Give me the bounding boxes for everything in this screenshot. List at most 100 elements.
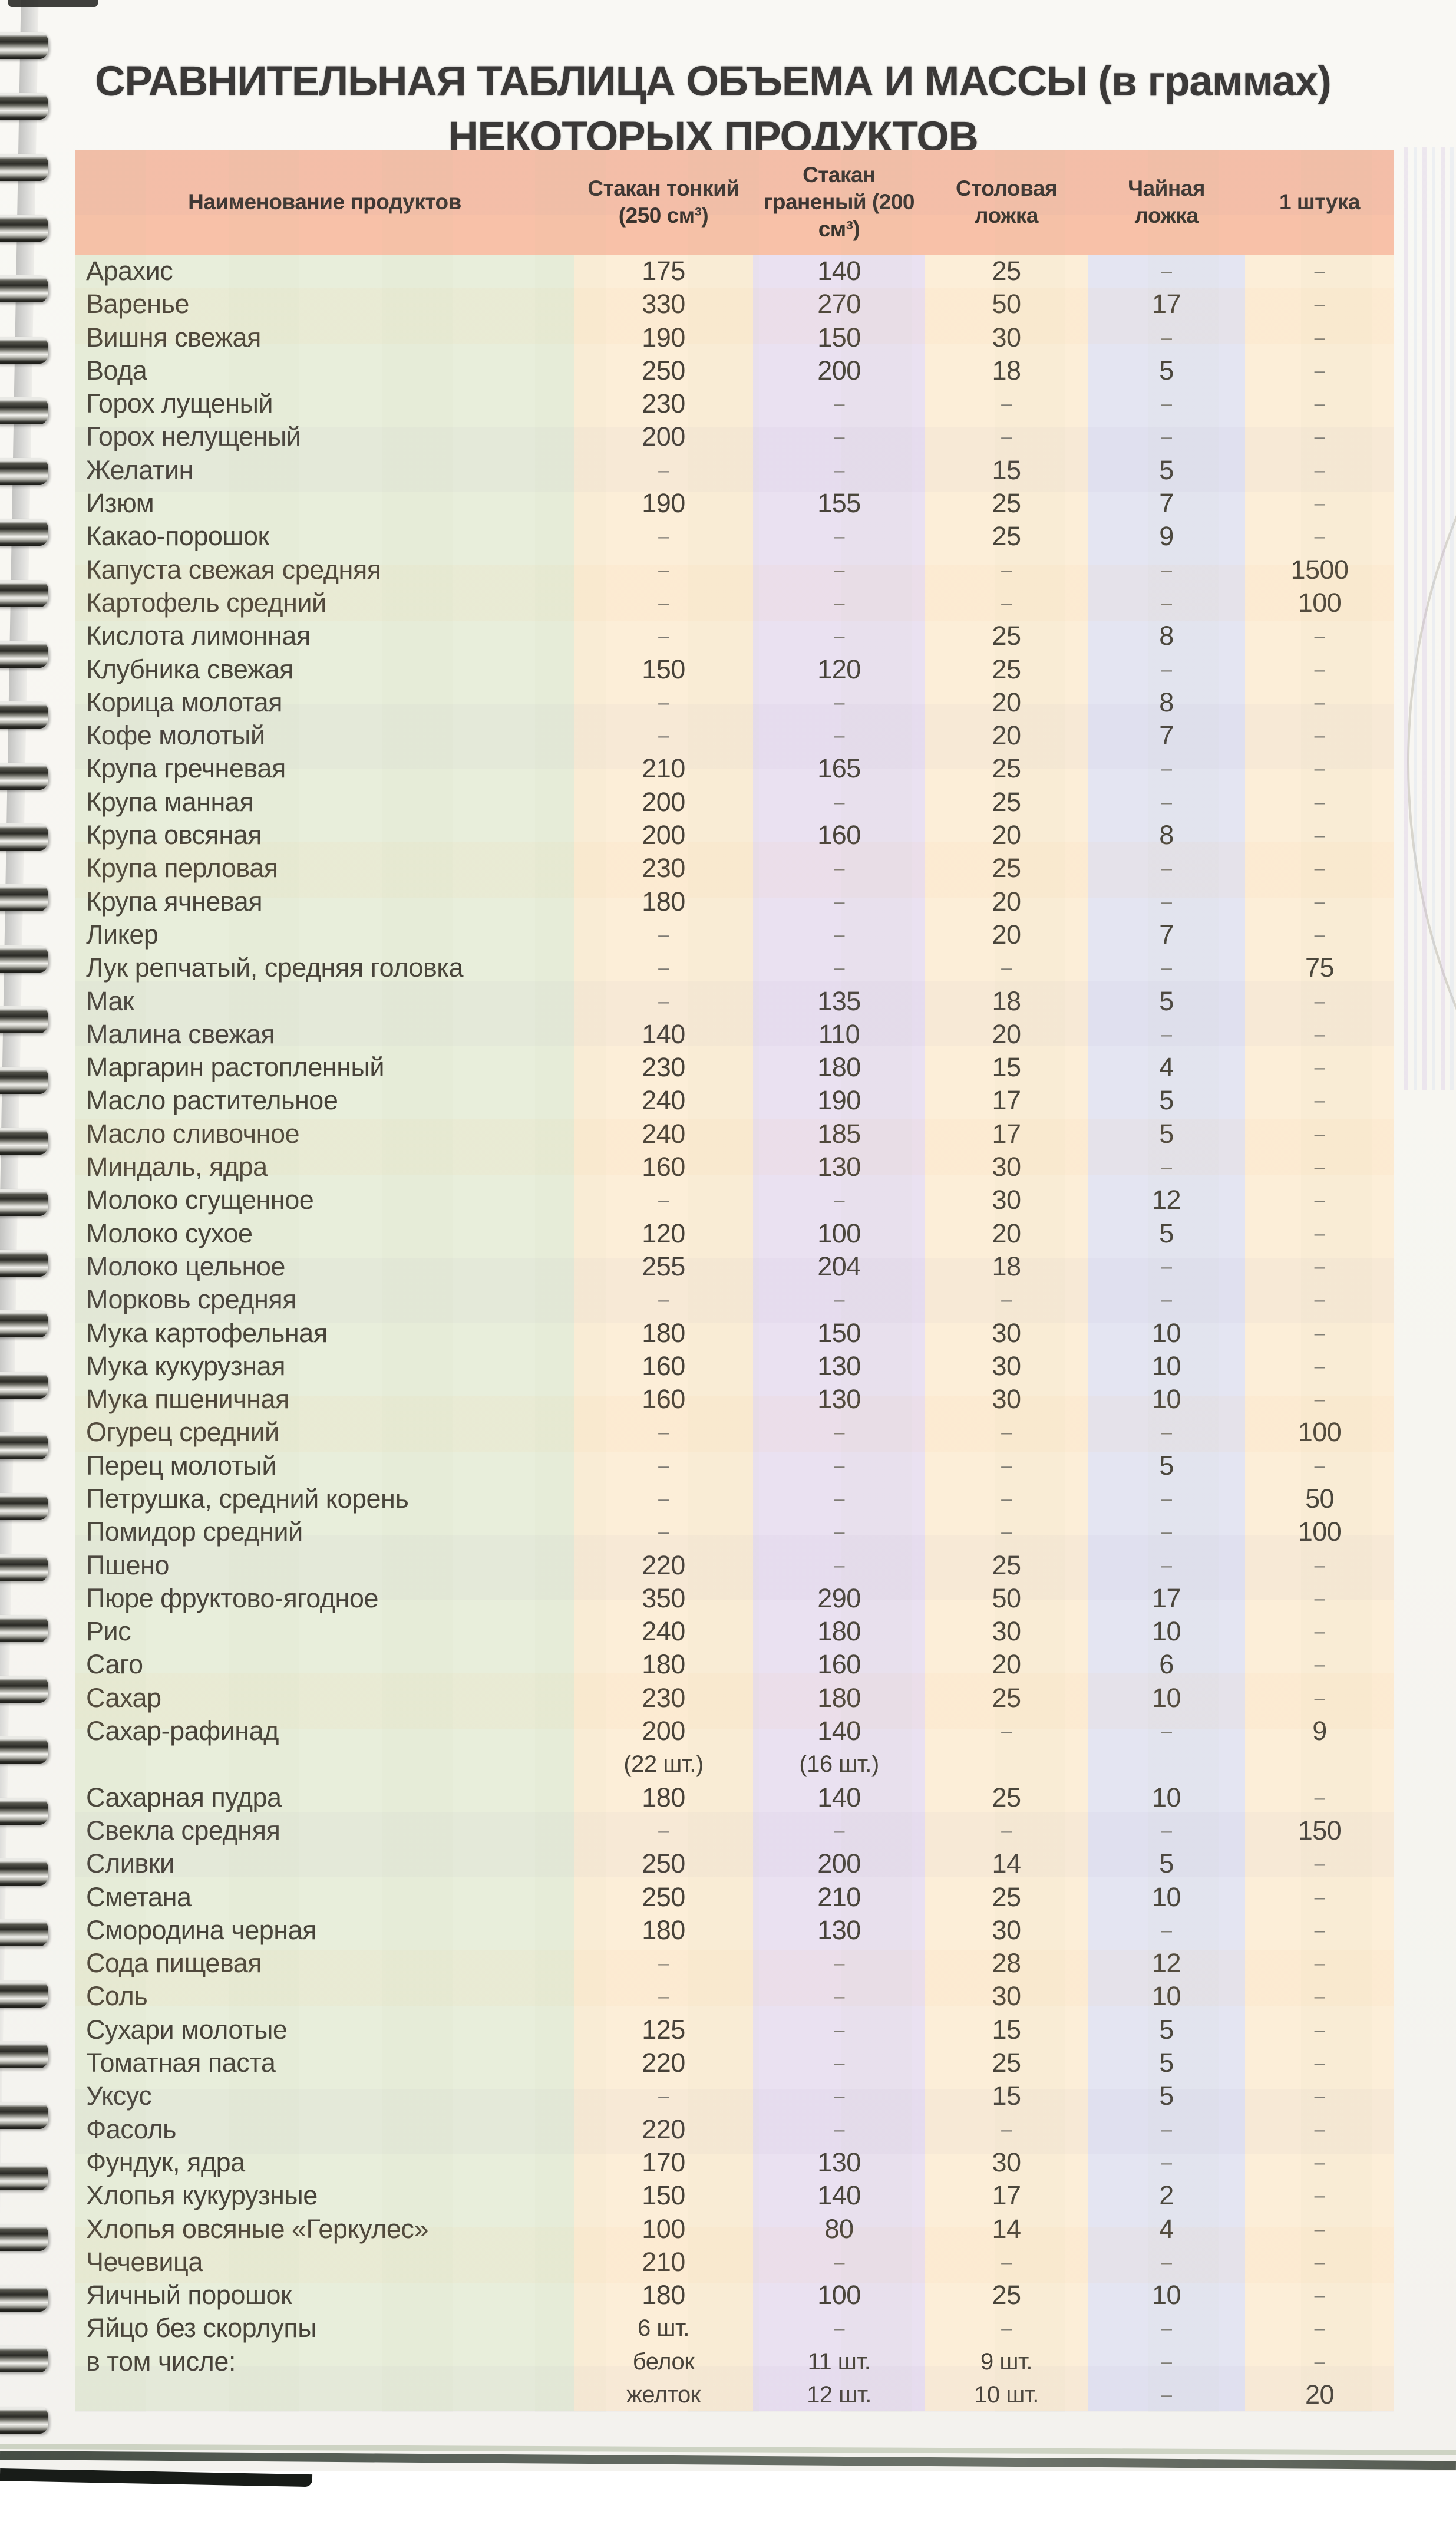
spiral-ring-icon bbox=[0, 762, 48, 790]
cell-value: – bbox=[753, 785, 925, 819]
cell-value: 180 bbox=[753, 1681, 925, 1715]
cell-value: – bbox=[1245, 255, 1394, 288]
cell-value: – bbox=[574, 453, 753, 487]
cell-value: – bbox=[753, 918, 925, 952]
cell-value: 10 bbox=[1088, 2279, 1245, 2312]
cell-product-name: Хлопья овсяные «Геркулес» bbox=[75, 2212, 574, 2246]
cell-value: 25 bbox=[925, 1880, 1088, 1914]
cell-value: – bbox=[1088, 553, 1245, 586]
table-row: Крупа овсяная 200 160 20 8– bbox=[75, 819, 1394, 852]
spiral-ring-icon bbox=[0, 1250, 48, 1277]
cell-value: – bbox=[1245, 387, 1394, 421]
column-header-product: Наименование продуктов bbox=[188, 190, 461, 214]
table-row: Арахис 175 140 25– – bbox=[75, 255, 1394, 288]
table-row: Пшено 220–25– – bbox=[75, 1548, 1394, 1582]
cell-product-name: Изюм bbox=[75, 487, 574, 520]
cell-value: – bbox=[925, 1416, 1088, 1449]
cell-value: – bbox=[1245, 1117, 1394, 1151]
cell-value: 180 bbox=[574, 2279, 753, 2312]
cell-value: 180 bbox=[574, 885, 753, 918]
cell-value: 10 bbox=[1088, 1316, 1245, 1350]
cell-product-name: Сметана bbox=[75, 1880, 574, 1914]
cell-product-name: Фундук, ядра bbox=[75, 2145, 574, 2180]
cell-value: 18 bbox=[925, 984, 1088, 1018]
cell-value: – bbox=[1245, 885, 1394, 918]
cell-value: – bbox=[574, 1814, 753, 1848]
spiral-ring-icon bbox=[0, 884, 48, 912]
spiral-ring-icon bbox=[0, 1188, 48, 1216]
cell-value: 230 bbox=[574, 1051, 753, 1085]
cell-value: 190 bbox=[753, 1084, 925, 1118]
cell-value: – bbox=[574, 984, 753, 1018]
cell-value: – bbox=[925, 387, 1088, 421]
spiral-ring-icon bbox=[0, 2285, 48, 2312]
spiral-ring-icon bbox=[0, 1310, 48, 1338]
table-row: Масло растительное 240 190 17 5– bbox=[75, 1084, 1394, 1118]
spiral-ring-icon bbox=[0, 1980, 48, 2008]
cell-value: 5 bbox=[1088, 2079, 1245, 2113]
spiral-ring-icon bbox=[0, 2163, 48, 2190]
spiral-ring-icon bbox=[0, 1128, 48, 1155]
cell-value: 25 bbox=[925, 752, 1088, 786]
cell-value: – bbox=[1245, 2046, 1394, 2080]
cell-value: 160 bbox=[753, 819, 925, 852]
cell-value: – bbox=[753, 1449, 925, 1482]
cell-value: 150 bbox=[1245, 1814, 1394, 1848]
cell-product-name: Смородина черная bbox=[75, 1913, 574, 1947]
table-row: желток 12 шт. 10 шт. –20 bbox=[75, 2378, 1394, 2412]
table-row: Смородина черная 180 130 30– – bbox=[75, 1913, 1394, 1947]
cell-product-name: Хлопья кукурузные bbox=[75, 2179, 574, 2213]
cell-value: – bbox=[1245, 685, 1394, 720]
cell-value: – bbox=[1245, 752, 1394, 786]
cell-value: – bbox=[925, 586, 1088, 620]
table-row: Мука картофельная 180 150 30 10– bbox=[75, 1316, 1394, 1350]
table-row: Рис 240 180 30 10– bbox=[75, 1615, 1394, 1649]
table-row: Сметана 250 210 25 10– bbox=[75, 1880, 1394, 1914]
cell-value: 10 bbox=[1088, 1781, 1245, 1814]
cell-value: 120 bbox=[753, 652, 925, 686]
cell-value: – bbox=[1245, 1017, 1394, 1052]
cell-value: – bbox=[1245, 1947, 1394, 1980]
cell-value: – bbox=[1245, 354, 1394, 388]
cell-value: 12 bbox=[1088, 1184, 1245, 1217]
cell-value: – bbox=[574, 719, 753, 753]
cell-value: 140 bbox=[753, 255, 925, 288]
cell-value: 15 bbox=[925, 453, 1088, 487]
table-row: Ликер – –20 7– bbox=[75, 918, 1394, 952]
cell-value: 180 bbox=[574, 1781, 753, 1814]
table-row: Какао-порошок – –25 9– bbox=[75, 520, 1394, 553]
table-row: Томатная паста 220–25 5– bbox=[75, 2046, 1394, 2080]
cell-value: 14 bbox=[925, 2212, 1088, 2246]
cell-value: – bbox=[1088, 1151, 1245, 1184]
cell-value: 20 bbox=[925, 1648, 1088, 1682]
cell-value: – bbox=[1245, 453, 1394, 487]
cell-value: желток bbox=[574, 2378, 753, 2412]
cell-value: – bbox=[1245, 2245, 1394, 2279]
cell-value: – bbox=[1088, 1482, 1245, 1516]
page-title: СРАВНИТЕЛЬНАЯ ТАБЛИЦА ОБЪЕМА И МАССЫ (в … bbox=[0, 54, 1426, 165]
cell-value: 25 bbox=[925, 1548, 1088, 1582]
cell-product-name: в том числе: bbox=[75, 2345, 574, 2378]
cell-value: – bbox=[574, 520, 753, 553]
cell-value: – bbox=[753, 1548, 925, 1582]
cell-value: 17 bbox=[925, 1084, 1088, 1118]
cell-value: 17 bbox=[925, 1117, 1088, 1151]
cell-value: 150 bbox=[574, 652, 753, 686]
cell-value: 2 bbox=[1088, 2179, 1245, 2213]
cell-value: 17 bbox=[1088, 288, 1245, 321]
cell-value: – bbox=[574, 1283, 753, 1317]
cell-value: 175 bbox=[574, 255, 753, 288]
table-row: Сливки 250 200 14 5– bbox=[75, 1847, 1394, 1881]
cell-value: 190 bbox=[574, 487, 753, 520]
cell-value: 8 bbox=[1088, 619, 1245, 653]
cell-value: 25 bbox=[925, 652, 1088, 686]
cell-value: 250 bbox=[574, 1847, 753, 1881]
cell-value: – bbox=[925, 2312, 1088, 2345]
cell-value: – bbox=[1088, 2378, 1245, 2412]
cell-value: 30 bbox=[925, 321, 1088, 354]
cell-value: 140 bbox=[753, 1781, 925, 1814]
cell-value: – bbox=[1245, 1217, 1394, 1250]
cell-product-name: Молоко сгущенное bbox=[75, 1184, 574, 1217]
cell-value: 5 bbox=[1088, 984, 1245, 1018]
cell-value: – bbox=[1088, 2345, 1245, 2378]
